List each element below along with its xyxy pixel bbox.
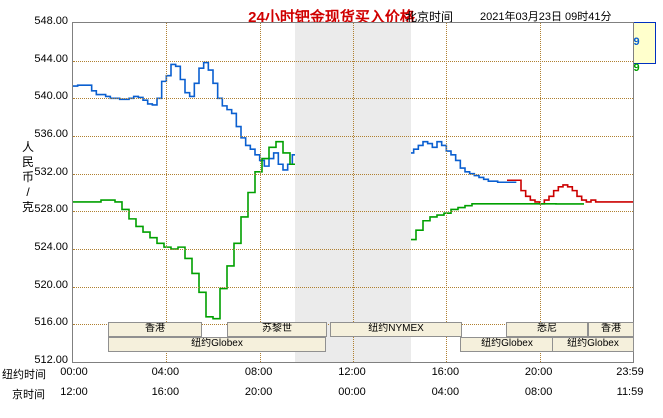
session-bar: 纽约Globex bbox=[552, 337, 634, 352]
datetime-label: 2021年03月23日 09时41分 bbox=[480, 11, 612, 23]
x-axis-tick-row2: 00:00 bbox=[338, 386, 366, 398]
x-axis-tick-row2: 12:00 bbox=[60, 386, 88, 398]
grid-line-vertical bbox=[166, 23, 168, 362]
y-axis-label: 人民币 / 克 bbox=[14, 140, 42, 215]
x-axis-row2-label: 京时间 bbox=[12, 389, 45, 401]
x-axis-tick-row1: 04:00 bbox=[151, 366, 180, 378]
session-bar: 纽约NYMEX bbox=[330, 322, 462, 337]
y-axis-label-char: 克 bbox=[21, 200, 34, 214]
grid-line-vertical bbox=[539, 23, 541, 362]
y-axis-label-char: 民 bbox=[21, 155, 34, 169]
chart-title: 24小时钯金现货买入价格 bbox=[0, 6, 663, 27]
y-axis-label-char: / bbox=[26, 185, 30, 199]
x-axis-row1-label: 纽约时间 bbox=[2, 369, 46, 381]
x-axis-tick-row1: 23:59 bbox=[616, 366, 644, 378]
chart-title-text: 24小时钯金现货买入价格 bbox=[248, 9, 415, 26]
y-axis-tick: 516.00 bbox=[34, 316, 68, 329]
x-axis-tick-row2: 08:00 bbox=[524, 386, 553, 398]
plot-area bbox=[72, 22, 634, 363]
timezone-label: 北京时间 bbox=[405, 10, 454, 24]
x-axis-tick-row1: 16:00 bbox=[431, 366, 460, 378]
session-bar: 悉尼 bbox=[506, 322, 588, 337]
session-bar: 纽约Globex bbox=[460, 337, 554, 352]
grid-line-vertical bbox=[353, 23, 354, 362]
series-line-1 bbox=[507, 179, 633, 205]
session-bar: 苏黎世 bbox=[227, 322, 327, 337]
y-axis-tick: 548.00 bbox=[34, 15, 68, 27]
x-axis-tick-row1: 08:00 bbox=[244, 366, 273, 378]
x-axis-tick-row1: 00:00 bbox=[60, 366, 88, 378]
y-axis-tick: 512.00 bbox=[34, 354, 68, 366]
y-axis-tick: 532.00 bbox=[34, 165, 68, 178]
y-axis-tick: 544.00 bbox=[34, 52, 68, 65]
x-axis-tick-row2: 11:59 bbox=[616, 386, 644, 398]
session-bar: 香港 bbox=[588, 322, 634, 337]
y-axis-tick: 520.00 bbox=[34, 278, 68, 291]
y-axis-label-char: 币 bbox=[21, 170, 34, 184]
y-axis-tick: 536.00 bbox=[34, 128, 68, 140]
session-bar: 纽约Globex bbox=[108, 337, 326, 352]
x-axis-tick-row1: 12:00 bbox=[338, 366, 366, 378]
grid-line-vertical bbox=[446, 23, 448, 362]
x-axis-tick-row2: 04:00 bbox=[431, 386, 460, 398]
x-axis-tick-row2: 20:00 bbox=[244, 386, 273, 398]
grid-line-vertical bbox=[259, 23, 261, 362]
y-axis-tick: 524.00 bbox=[34, 241, 68, 253]
session-bar: 香港 bbox=[108, 322, 202, 337]
x-axis-tick-row2: 16:00 bbox=[151, 386, 180, 398]
y-axis-label-char: 人 bbox=[21, 140, 34, 154]
y-axis-tick: 528.00 bbox=[34, 203, 68, 216]
x-axis-tick-row1: 20:00 bbox=[524, 366, 553, 378]
highlight-band bbox=[294, 23, 412, 362]
y-axis-tick: 540.00 bbox=[34, 90, 68, 103]
